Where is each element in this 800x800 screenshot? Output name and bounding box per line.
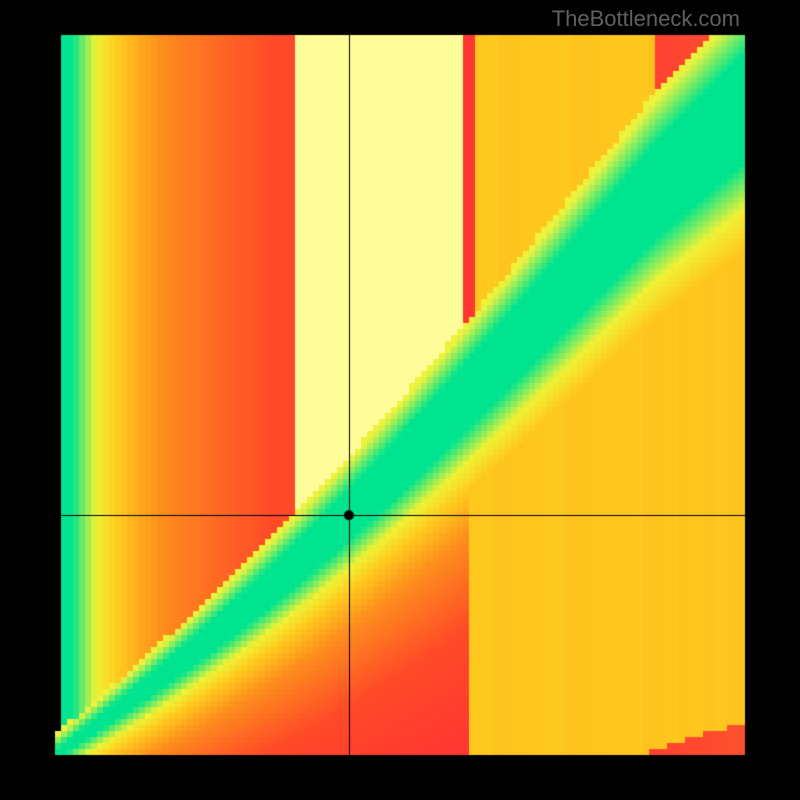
bottleneck-heatmap-container: TheBottleneck.com xyxy=(0,0,800,800)
bottleneck-heatmap-canvas xyxy=(0,0,800,800)
watermark-text: TheBottleneck.com xyxy=(552,6,740,32)
